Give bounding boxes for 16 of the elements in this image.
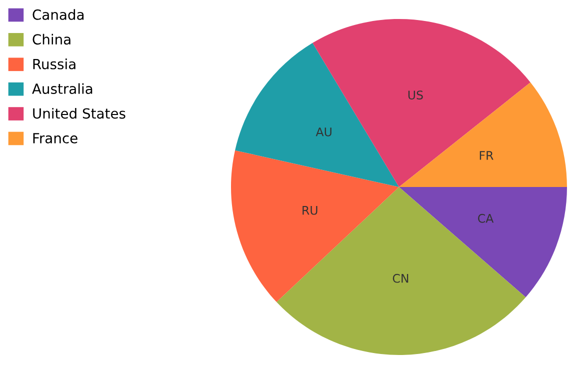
data-label: FR bbox=[480, 151, 494, 160]
pie-slice bbox=[276, 187, 526, 355]
data-label: CA bbox=[478, 214, 494, 223]
data-label: CN bbox=[392, 274, 408, 283]
legend-label: China bbox=[32, 34, 70, 45]
legend-label: Canada bbox=[32, 9, 84, 20]
pie-slice bbox=[235, 42, 399, 187]
data-label: US bbox=[408, 90, 423, 100]
data-label: RU bbox=[302, 206, 318, 215]
pie-slice bbox=[399, 82, 567, 187]
pie-slice bbox=[312, 19, 530, 187]
legend-label: Australia bbox=[32, 83, 92, 94]
legend-label: Russia bbox=[33, 58, 76, 70]
legend-label: United States bbox=[33, 108, 126, 119]
legend-label: France bbox=[33, 133, 78, 144]
data-label: AU bbox=[316, 128, 332, 136]
